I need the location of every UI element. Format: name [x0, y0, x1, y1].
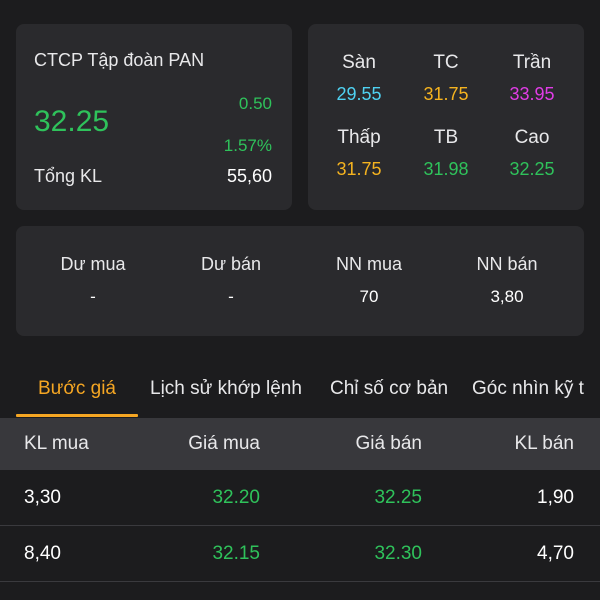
tab-price-steps[interactable]: Bước giá: [38, 378, 116, 399]
current-price: 32.25: [34, 105, 110, 138]
header-bid-price: Giá mua: [188, 433, 260, 454]
ask-price: 32.25: [374, 486, 422, 508]
floor-price: Sàn 29.55: [313, 52, 405, 105]
header-ask-price: Giá bán: [355, 433, 422, 454]
foreign-sell-value: 3,80: [490, 287, 524, 306]
floor-price-label: Sàn: [342, 52, 376, 73]
header-sell-volume: KL bán: [514, 433, 574, 454]
bid-price: 32.20: [212, 486, 260, 508]
foreign-sell-label: NN bán: [476, 254, 538, 274]
sell-surplus-value: -: [228, 287, 234, 306]
high-price-label: Cao: [514, 127, 550, 148]
order-book-header: KL mua Giá mua Giá bán KL bán: [0, 418, 600, 470]
trading-flow-card: Dư mua - Dư bán - NN mua 70 NN bán 3,80: [16, 226, 584, 336]
buy-surplus-label: Dư mua: [60, 254, 126, 274]
price-change: 0.50: [238, 94, 272, 113]
stock-summary-card: CTCP Tập đoàn PAN 32.25 0.50 1.57% Tổng …: [16, 24, 292, 210]
total-volume-label: Tổng KL: [34, 166, 103, 186]
low-price: Thấp 31.75: [313, 127, 405, 180]
low-price-label: Thấp: [337, 127, 381, 148]
buy-surplus: Dư mua -: [22, 254, 164, 307]
sell-volume: 1,90: [537, 486, 574, 508]
header-buy-volume: KL mua: [24, 433, 89, 454]
buy-surplus-value: -: [90, 287, 96, 306]
ask-price: 32.30: [374, 542, 422, 564]
reference-prices-card: Sàn 29.55 TC 31.75 Trần 33.95 Thấp 31.75…: [308, 24, 584, 210]
ceiling-price: Trần 33.95: [486, 52, 578, 105]
detail-tabs: Bước giá Lịch sử khớp lệnh Chỉ số cơ bản…: [0, 366, 600, 418]
average-price-value: 31.98: [423, 159, 469, 179]
foreign-buy: NN mua 70: [298, 254, 440, 307]
buy-volume: 8,40: [24, 542, 61, 564]
average-price: TB 31.98: [400, 127, 492, 180]
foreign-sell: NN bán 3,80: [436, 254, 578, 307]
high-price-value: 32.25: [509, 159, 555, 179]
tab-match-history[interactable]: Lịch sử khớp lệnh: [150, 378, 302, 399]
order-book-row: 3,30 32.20 32.25 1,90: [0, 470, 600, 526]
sell-volume: 4,70: [537, 542, 574, 564]
ceiling-price-label: Trần: [512, 52, 552, 73]
company-name: CTCP Tập đoàn PAN: [34, 50, 205, 70]
reference-price-value: 31.75: [423, 84, 469, 104]
high-price: Cao 32.25: [486, 127, 578, 180]
low-price-value: 31.75: [336, 159, 382, 179]
sell-surplus-label: Dư bán: [200, 254, 262, 274]
floor-price-value: 29.55: [336, 84, 382, 104]
bid-price: 32.15: [212, 542, 260, 564]
foreign-buy-label: NN mua: [335, 254, 402, 274]
sell-surplus: Dư bán -: [160, 254, 302, 307]
tab-fundamentals[interactable]: Chỉ số cơ bản: [330, 378, 449, 399]
price-change-percent: 1.57%: [223, 136, 272, 155]
reference-price-label: TC: [433, 52, 459, 73]
buy-volume: 3,30: [24, 486, 61, 508]
order-book-row: 8,40 32.15 32.30 4,70: [0, 526, 600, 582]
reference-price: TC 31.75: [400, 52, 492, 105]
active-tab-indicator: [16, 414, 138, 417]
ceiling-price-value: 33.95: [509, 84, 555, 104]
total-volume-value: 55,60: [226, 166, 272, 186]
average-price-label: TB: [433, 127, 459, 148]
tab-technical-view[interactable]: Góc nhìn kỹ t: [472, 378, 584, 399]
foreign-buy-value: 70: [359, 287, 379, 306]
